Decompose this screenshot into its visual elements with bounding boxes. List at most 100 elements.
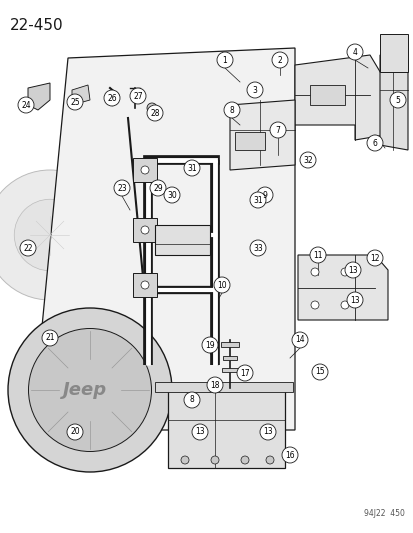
Text: 31: 31: [253, 196, 262, 205]
Text: 18: 18: [210, 381, 219, 390]
Circle shape: [240, 456, 248, 464]
Text: 6: 6: [372, 139, 377, 148]
Circle shape: [346, 292, 362, 308]
Text: 9: 9: [262, 190, 267, 199]
Text: 16: 16: [285, 450, 294, 459]
Circle shape: [311, 364, 327, 380]
Circle shape: [183, 160, 199, 176]
Text: 17: 17: [240, 368, 249, 377]
Circle shape: [104, 90, 120, 106]
Circle shape: [266, 456, 273, 464]
Polygon shape: [72, 85, 90, 105]
Circle shape: [141, 166, 149, 174]
Text: 1: 1: [222, 55, 227, 64]
Text: 8: 8: [189, 395, 194, 405]
Text: 94J22  450: 94J22 450: [363, 509, 404, 518]
Circle shape: [249, 240, 266, 256]
Circle shape: [164, 187, 180, 203]
Circle shape: [236, 365, 252, 381]
Polygon shape: [168, 390, 284, 468]
Text: 5: 5: [394, 95, 399, 104]
Text: 26: 26: [107, 93, 116, 102]
FancyBboxPatch shape: [154, 382, 292, 392]
Circle shape: [147, 105, 163, 121]
FancyBboxPatch shape: [154, 225, 209, 255]
Circle shape: [150, 180, 166, 196]
Circle shape: [192, 424, 207, 440]
Text: 13: 13: [349, 295, 359, 304]
Text: 13: 13: [263, 427, 272, 437]
Circle shape: [114, 180, 130, 196]
Circle shape: [281, 447, 297, 463]
Circle shape: [206, 377, 223, 393]
Circle shape: [202, 337, 218, 353]
FancyBboxPatch shape: [221, 368, 237, 372]
Text: 19: 19: [205, 341, 214, 350]
Circle shape: [269, 122, 285, 138]
Text: 10: 10: [217, 280, 226, 289]
Polygon shape: [32, 48, 294, 430]
Circle shape: [366, 135, 382, 151]
Text: 30: 30: [167, 190, 176, 199]
Circle shape: [389, 92, 405, 108]
Text: 20: 20: [70, 427, 80, 437]
Text: 33: 33: [252, 244, 262, 253]
Circle shape: [147, 103, 157, 113]
Circle shape: [340, 268, 348, 276]
Text: 4: 4: [352, 47, 356, 56]
Circle shape: [309, 247, 325, 263]
Polygon shape: [294, 55, 384, 140]
Text: 31: 31: [187, 164, 196, 173]
Circle shape: [223, 102, 240, 118]
Polygon shape: [230, 100, 294, 170]
Text: 7: 7: [275, 125, 280, 134]
Text: 32: 32: [302, 156, 312, 165]
Circle shape: [141, 281, 149, 289]
Text: 23: 23: [117, 183, 126, 192]
Text: 11: 11: [313, 251, 322, 260]
FancyBboxPatch shape: [235, 132, 264, 150]
Circle shape: [291, 332, 307, 348]
Text: 22-450: 22-450: [10, 18, 64, 33]
Circle shape: [256, 187, 272, 203]
Circle shape: [18, 97, 34, 113]
Circle shape: [214, 277, 230, 293]
Text: 25: 25: [70, 98, 80, 107]
FancyBboxPatch shape: [133, 158, 157, 182]
Circle shape: [211, 456, 218, 464]
Text: 12: 12: [369, 254, 379, 262]
Text: 14: 14: [294, 335, 304, 344]
Circle shape: [346, 44, 362, 60]
Text: 24: 24: [21, 101, 31, 109]
Circle shape: [8, 308, 171, 472]
Circle shape: [259, 424, 275, 440]
Circle shape: [310, 268, 318, 276]
Text: 13: 13: [195, 427, 204, 437]
Polygon shape: [28, 83, 50, 110]
FancyBboxPatch shape: [221, 342, 238, 347]
Circle shape: [28, 328, 151, 451]
Text: 13: 13: [347, 265, 357, 274]
FancyBboxPatch shape: [309, 85, 344, 105]
Circle shape: [67, 94, 83, 110]
Circle shape: [340, 301, 348, 309]
Text: Jeep: Jeep: [63, 381, 107, 399]
Text: 15: 15: [314, 367, 324, 376]
Polygon shape: [297, 255, 387, 320]
Circle shape: [67, 424, 83, 440]
Circle shape: [299, 152, 315, 168]
Text: 3: 3: [252, 85, 257, 94]
Text: 22: 22: [23, 244, 33, 253]
Text: 2: 2: [277, 55, 282, 64]
Circle shape: [344, 262, 360, 278]
Circle shape: [14, 199, 85, 271]
Text: 28: 28: [150, 109, 159, 117]
Circle shape: [366, 250, 382, 266]
Circle shape: [42, 330, 58, 346]
FancyBboxPatch shape: [133, 273, 157, 297]
Circle shape: [310, 301, 318, 309]
Circle shape: [271, 52, 287, 68]
Polygon shape: [379, 55, 407, 150]
Circle shape: [247, 82, 262, 98]
FancyBboxPatch shape: [379, 34, 407, 72]
